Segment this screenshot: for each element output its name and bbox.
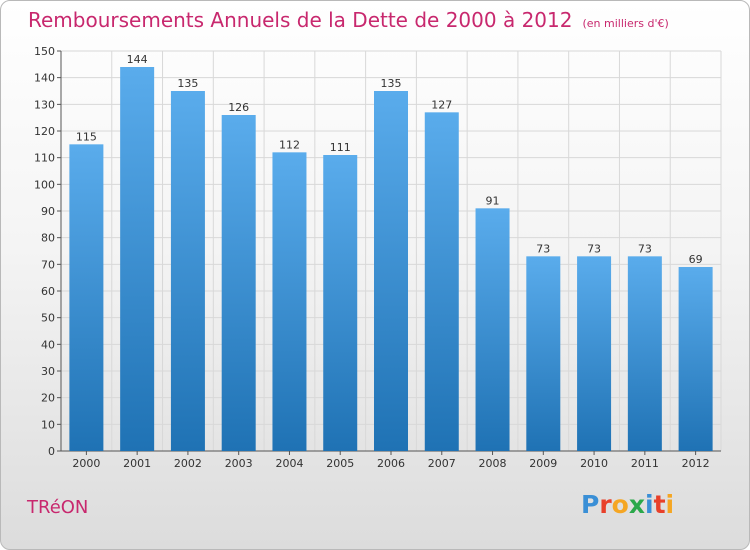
y-tick-label: 20	[41, 392, 55, 405]
y-tick-label: 60	[41, 285, 55, 298]
bar-2001	[120, 67, 155, 451]
value-label-2005: 111	[330, 141, 351, 154]
value-labels: 115 144 135 126 112 111 135 127 91 73 73 73 69	[76, 53, 703, 266]
y-tick-label: 0	[48, 445, 55, 458]
x-tick-label-2000: 2000	[72, 457, 100, 470]
y-tick-label: 130	[34, 98, 55, 111]
y-tick-label: 100	[34, 178, 55, 191]
y-tick-label: 10	[41, 418, 55, 431]
y-tick-label: 110	[34, 152, 55, 165]
x-tick-label-2011: 2011	[631, 457, 659, 470]
logo-letter: o	[611, 490, 629, 519]
y-tick-label: 150	[34, 45, 55, 58]
y-tick-label: 90	[41, 205, 55, 218]
y-tick-label: 140	[34, 72, 55, 85]
x-tick-label-2007: 2007	[428, 457, 456, 470]
bar-2010	[577, 256, 612, 451]
bar-2003	[221, 115, 256, 451]
title-row: Remboursements Annuels de la Dette de 20…	[28, 8, 669, 32]
bar-2005	[323, 155, 358, 451]
x-tick-label-2002: 2002	[174, 457, 202, 470]
logo-letter: i	[665, 490, 675, 519]
bar-2012	[678, 267, 713, 451]
value-label-2003: 126	[228, 101, 249, 114]
y-tick-label: 120	[34, 125, 55, 138]
value-label-2001: 144	[127, 53, 148, 66]
value-label-2009: 73	[536, 242, 550, 255]
y-tick-label: 50	[41, 312, 55, 325]
x-tick-label-2006: 2006	[377, 457, 405, 470]
value-label-2004: 112	[279, 138, 300, 151]
bar-2009	[526, 256, 561, 451]
value-label-2007: 127	[431, 98, 452, 111]
town-name: TRéON	[27, 497, 89, 518]
bar-2004	[272, 152, 307, 452]
x-tick-label-2009: 2009	[529, 457, 557, 470]
x-tick-label-2003: 2003	[225, 457, 253, 470]
x-tick-label-2005: 2005	[326, 457, 354, 470]
x-tick-label-2010: 2010	[580, 457, 608, 470]
bar-2008	[475, 208, 510, 451]
value-label-2006: 135	[381, 77, 402, 90]
bars	[69, 67, 713, 452]
value-label-2000: 115	[76, 130, 97, 143]
x-tick-label-2008: 2008	[479, 457, 507, 470]
bar-2000	[69, 144, 104, 452]
bar-2006	[374, 91, 408, 451]
bar-2011	[627, 256, 662, 451]
value-label-2012: 69	[689, 253, 703, 266]
logo-letter: i	[645, 490, 654, 519]
chart-title: Remboursements Annuels de la Dette de 20…	[28, 8, 573, 32]
value-label-2008: 91	[486, 194, 500, 207]
y-tick-label: 40	[41, 338, 55, 351]
bar-2002	[170, 91, 205, 451]
y-tick-label: 80	[41, 232, 55, 245]
y-tick-label: 30	[41, 365, 55, 378]
logo-letter: P	[581, 490, 600, 519]
logo-letter: r	[599, 490, 612, 519]
x-tick-label-2001: 2001	[123, 457, 151, 470]
y-tick-label: 70	[41, 258, 55, 271]
x-tick-label-2004: 2004	[275, 457, 303, 470]
logo-letter: x	[628, 490, 645, 519]
proxiti-logo: Proxiti	[581, 490, 674, 519]
x-tick-label-2012: 2012	[682, 457, 710, 470]
value-label-2010: 73	[587, 242, 601, 255]
value-label-2002: 135	[177, 77, 198, 90]
value-label-2011: 73	[638, 242, 652, 255]
bar-2007	[424, 112, 459, 451]
chart-subtitle: (en milliers d'€)	[582, 17, 669, 30]
logo-letter: t	[653, 490, 666, 519]
